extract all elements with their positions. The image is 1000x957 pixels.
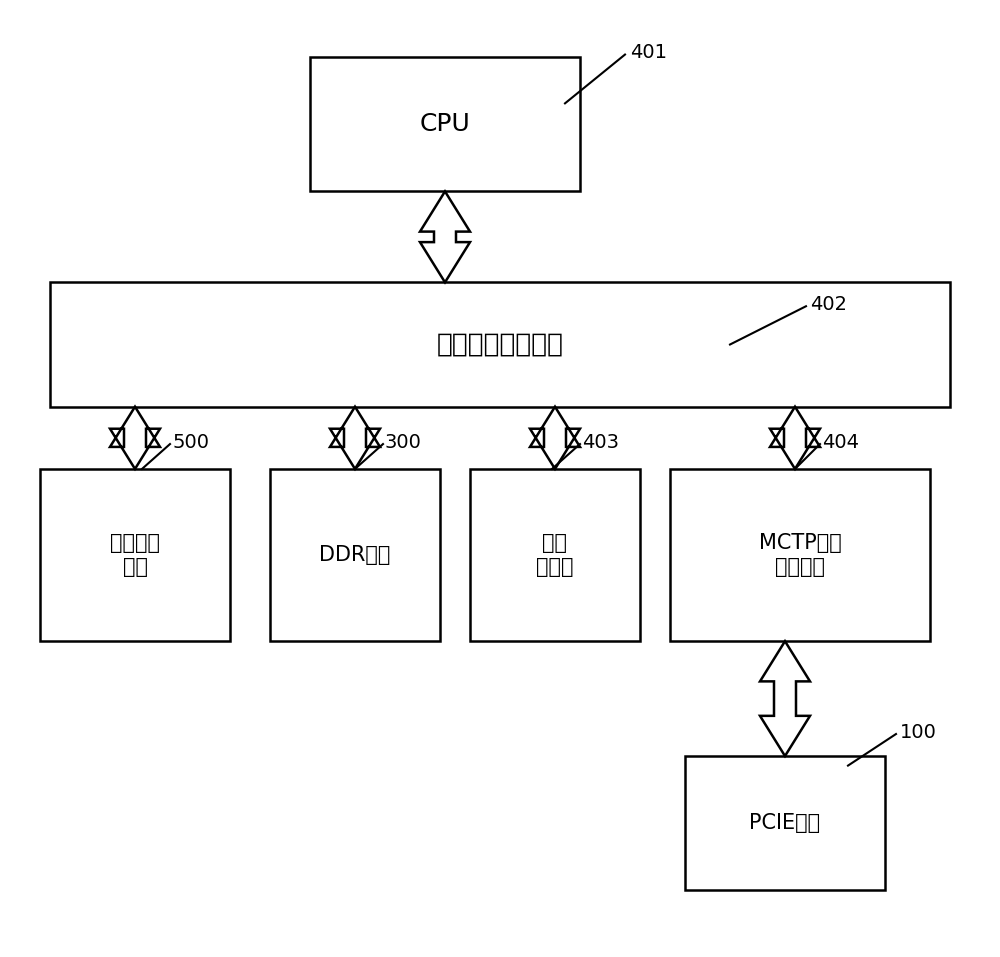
Text: PCIE接口: PCIE接口 — [749, 813, 821, 833]
Text: 芯片内部互联总线: 芯片内部互联总线 — [436, 331, 564, 358]
Text: 其他外设
接口: 其他外设 接口 — [110, 533, 160, 577]
Polygon shape — [420, 191, 470, 282]
Text: 404: 404 — [822, 433, 859, 452]
Bar — [310, 57, 580, 191]
Text: 401: 401 — [630, 43, 667, 62]
Text: DDR内存: DDR内存 — [319, 545, 391, 565]
Bar — [40, 469, 230, 641]
Bar — [50, 282, 950, 407]
Text: 403: 403 — [582, 433, 619, 452]
Polygon shape — [530, 407, 580, 469]
Text: 100: 100 — [900, 723, 937, 742]
Text: CPU: CPU — [420, 112, 470, 137]
Polygon shape — [760, 641, 810, 756]
Bar — [670, 469, 930, 641]
Bar — [685, 756, 885, 890]
Polygon shape — [770, 407, 820, 469]
Bar — [470, 469, 640, 641]
Polygon shape — [330, 407, 380, 469]
Text: 内存
控制器: 内存 控制器 — [536, 533, 574, 577]
Text: 500: 500 — [172, 433, 209, 452]
Text: 300: 300 — [385, 433, 422, 452]
Bar — [270, 469, 440, 641]
Text: MCTP协议
处理模块: MCTP协议 处理模块 — [759, 533, 841, 577]
Text: 402: 402 — [810, 295, 847, 314]
Polygon shape — [110, 407, 160, 469]
